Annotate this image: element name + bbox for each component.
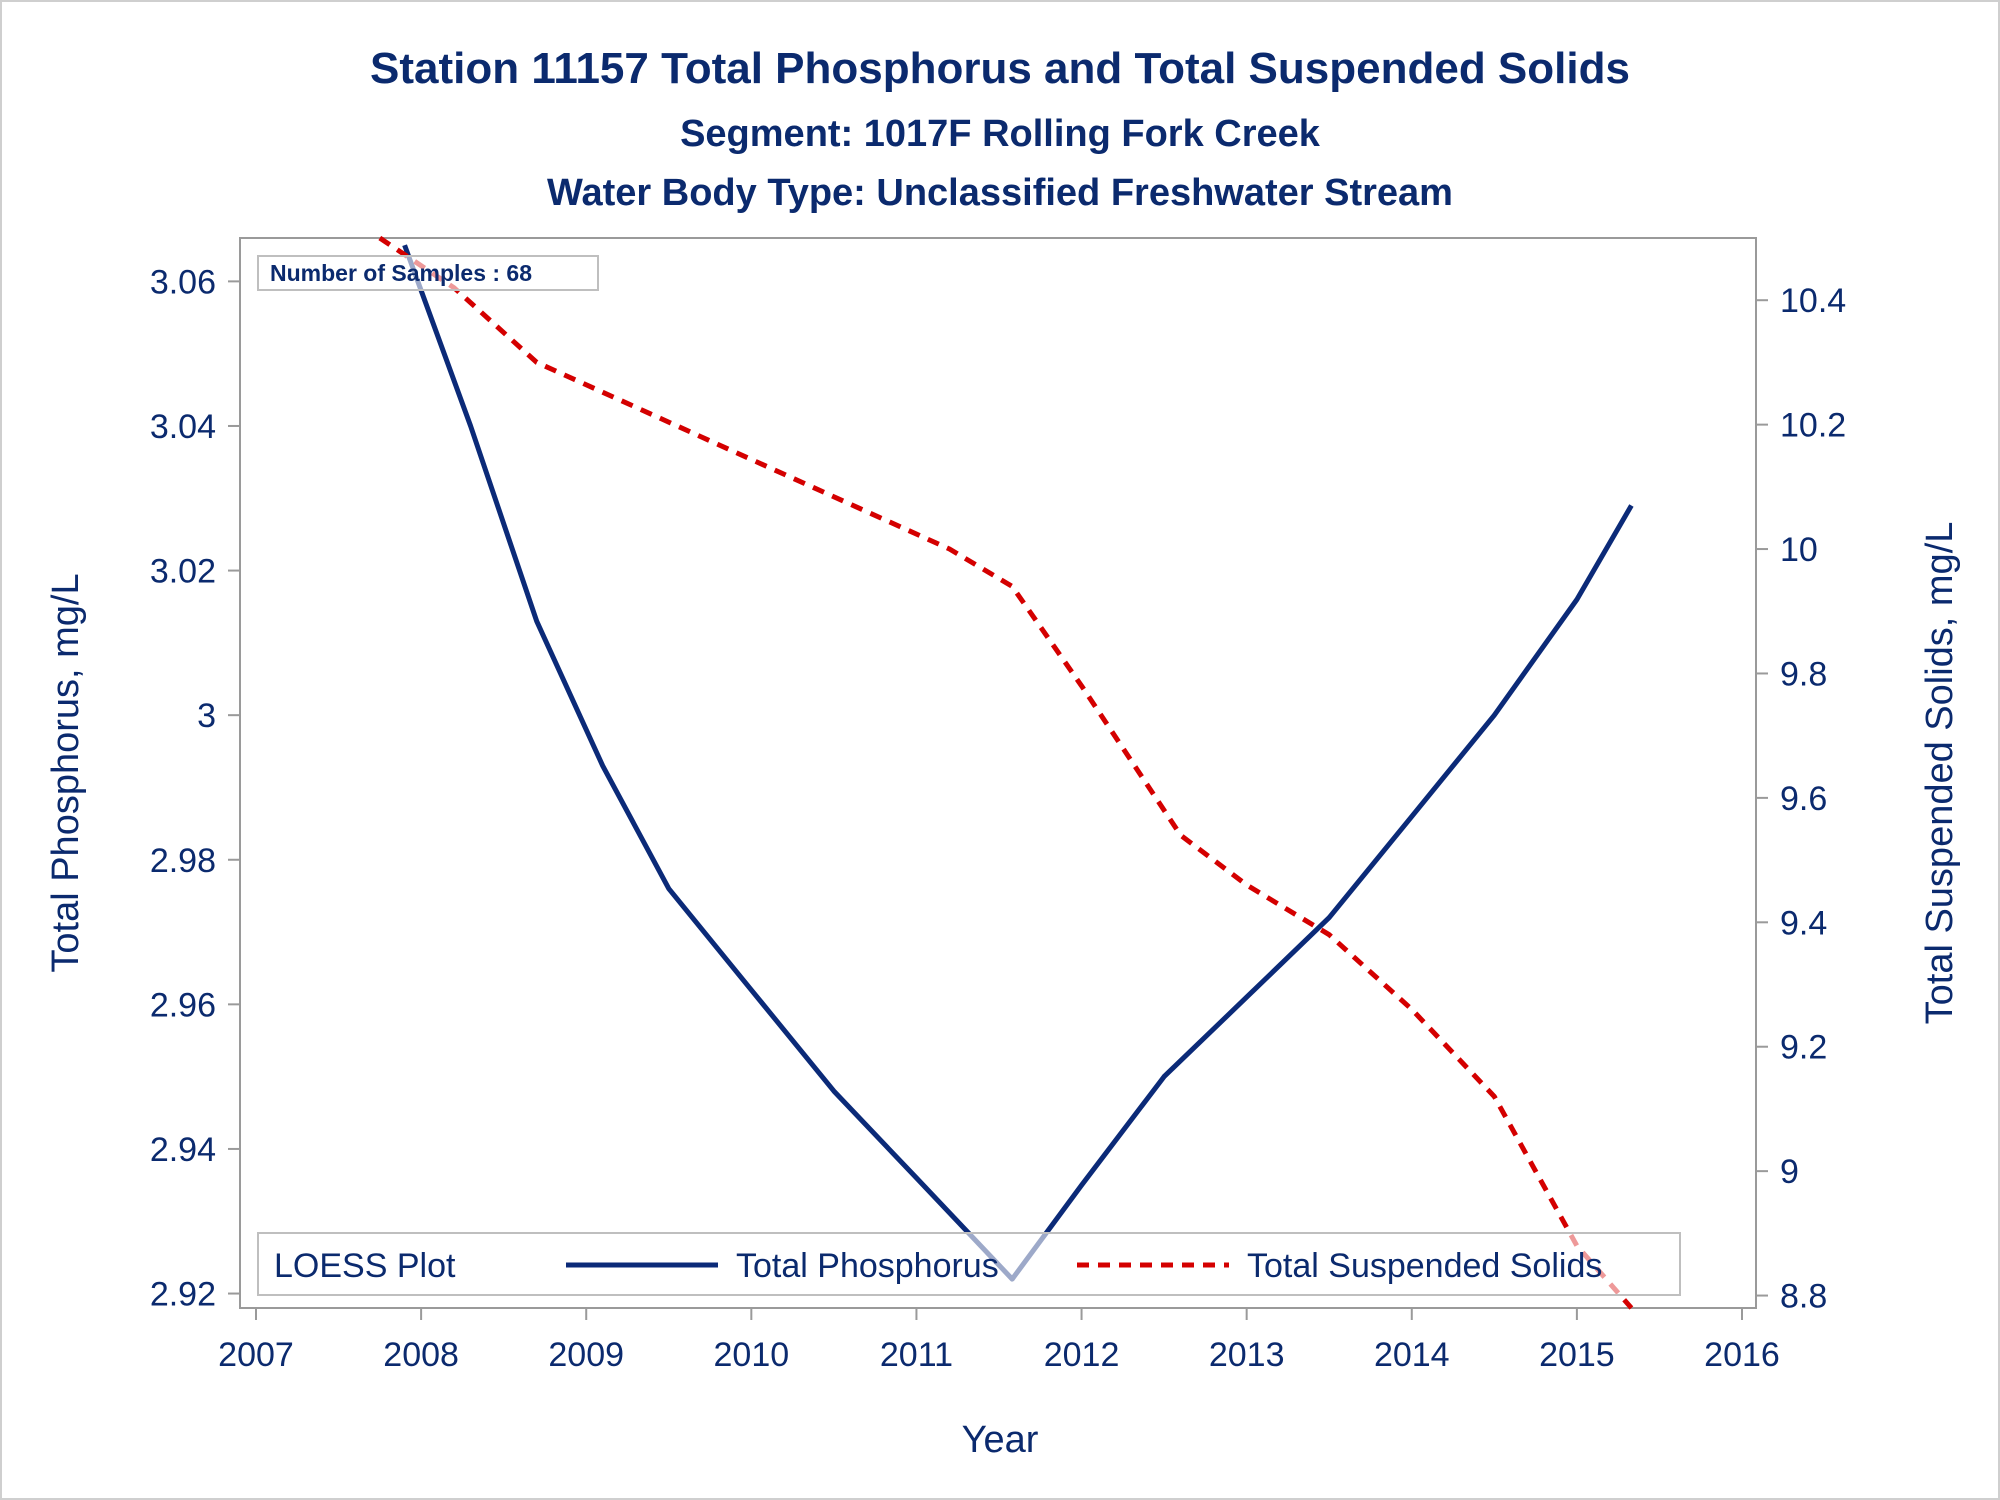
x-tick-label-2012: 2012 [1044, 1336, 1120, 1374]
x-tick-label-2009: 2009 [548, 1336, 624, 1374]
x-tick-label-2016: 2016 [1704, 1336, 1780, 1374]
x-tick-label-2010: 2010 [714, 1336, 790, 1374]
y-right-tick-label-9: 9 [1780, 1153, 1799, 1191]
y-left-tick-label-3-04: 3.04 [150, 408, 216, 446]
sample-count-label: Number of Samples : 68 [270, 260, 532, 286]
y-axis-left-label: Total Phosphorus, mg/L [45, 573, 87, 972]
y-right-tick-label-9-2: 9.2 [1780, 1029, 1827, 1067]
y-left-tick-label-3-06: 3.06 [150, 263, 216, 301]
x-tick-label-2011: 2011 [880, 1336, 953, 1374]
x-axis: 2007 2008 2009 2010 2011 2012 2013 2014 2015 2016 [218, 1308, 1780, 1374]
chart-subtitle: Segment: 1017F Rolling Fork Creek [680, 113, 1321, 155]
sample-count-box [257, 255, 599, 291]
y-axis-right-label: Total Suspended Solids, mg/L [1919, 522, 1961, 1025]
chart-subtitle-2: Water Body Type: Unclassified Freshwater… [547, 172, 1453, 214]
y-right-tick-label-10: 10 [1780, 531, 1818, 569]
y-left-tick-label-2-96: 2.96 [150, 986, 216, 1024]
y-right-tick-label-10-2: 10.2 [1780, 407, 1846, 445]
y-right-tick-label-10-4: 10.4 [1780, 282, 1846, 320]
x-tick-label-2015: 2015 [1539, 1336, 1615, 1374]
x-axis-label: Year [962, 1419, 1039, 1461]
x-tick-label-2013: 2013 [1209, 1336, 1285, 1374]
legend-entry-total-phosphorus: Total Phosphorus [736, 1247, 999, 1285]
series-line-total-suspended-solids [378, 235, 1634, 1310]
y-axis-left: 2.92 2.94 2.96 2.98 3 3.02 3.04 3.06 [150, 263, 240, 1314]
y-axis-right: 8.8 9 9.2 9.4 9.6 9.8 10 10.2 10.4 [1756, 282, 1846, 1316]
chart-title: Station 11157 Total Phosphorus and Total… [370, 44, 1630, 93]
x-tick-label-2007: 2007 [218, 1336, 294, 1374]
y-left-tick-label-2-92: 2.92 [150, 1276, 216, 1314]
y-right-tick-label-9-8: 9.8 [1780, 655, 1827, 693]
legend-title: LOESS Plot [274, 1247, 456, 1285]
series-group [378, 235, 1634, 1310]
y-left-tick-label-3: 3 [197, 697, 216, 735]
y-right-tick-label-8-8: 8.8 [1780, 1278, 1827, 1316]
series-line-total-phosphorus [402, 244, 1634, 1282]
legend-entry-total-suspended-solids: Total Suspended Solids [1247, 1247, 1602, 1285]
legend [257, 1232, 1681, 1296]
y-right-tick-label-9-4: 9.4 [1780, 904, 1827, 942]
plot-area [239, 237, 1757, 1309]
y-left-tick-label-3-02: 3.02 [150, 553, 216, 591]
y-left-tick-label-2-94: 2.94 [150, 1131, 216, 1169]
y-right-tick-label-9-6: 9.6 [1780, 780, 1827, 818]
y-left-tick-label-2-98: 2.98 [150, 842, 216, 880]
x-tick-label-2008: 2008 [383, 1336, 459, 1374]
x-tick-label-2014: 2014 [1374, 1336, 1450, 1374]
